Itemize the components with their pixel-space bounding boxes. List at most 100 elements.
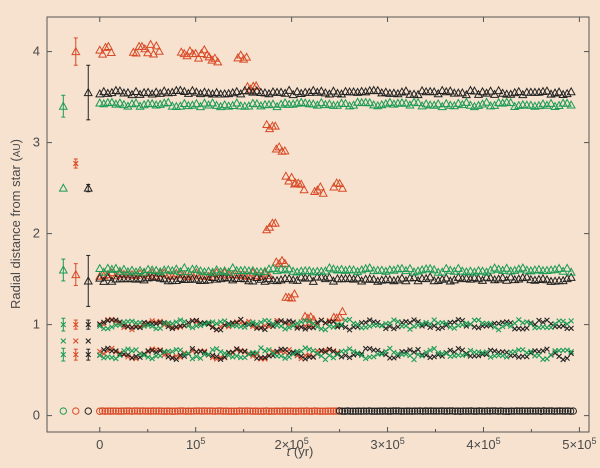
series-green-cross-point: [427, 321, 433, 327]
series-black-cross-point: [568, 350, 574, 357]
series-green-triangle-point: [175, 266, 185, 276]
series-black-circle-point: [443, 407, 451, 415]
series-black-circle-point: [362, 407, 371, 415]
series-black-circle-point: [556, 407, 564, 415]
series-black-triangle-point: [352, 273, 363, 282]
series-green-cross-point: [362, 324, 369, 331]
series-green-triangle-point: [481, 267, 492, 276]
series-green-cross-point: [137, 351, 143, 357]
series-black-cross-point: [113, 317, 119, 323]
series-black-triangle-point: [332, 273, 343, 283]
series-red-circle-point: [267, 407, 276, 415]
series-green-triangle-point: [441, 98, 451, 108]
series-black-circle-point: [464, 407, 473, 415]
series-green-cross-point: [451, 353, 458, 359]
series-green-cross-point: [431, 345, 437, 352]
series-black-triangle-point: [191, 274, 202, 283]
series-black-cross-point: [225, 320, 232, 327]
series-green-cross-point: [109, 354, 115, 361]
x-tick-label: 5×105: [562, 436, 596, 452]
series-green-cross-point: [233, 353, 240, 359]
series-black-triangle-point: [139, 275, 149, 284]
series-green-cross-point: [548, 352, 554, 358]
series-black-cross-point: [379, 350, 385, 356]
series-green-cross-point: [411, 356, 417, 363]
series-red-cross-point: [233, 319, 240, 325]
y-tick-label: 0: [33, 408, 40, 423]
series-green-triangle-point: [562, 263, 572, 272]
series-red-circle-point: [139, 407, 147, 415]
series-red-triangle-point: [332, 313, 342, 322]
series-black-cross-point: [342, 352, 349, 359]
series-green-cross-point: [133, 347, 139, 353]
series-red-triangle-point: [337, 306, 348, 315]
series-green-triangle-point: [272, 265, 282, 275]
series-green-cross-point: [270, 350, 276, 356]
series-red-circle-point: [313, 407, 322, 415]
series-black-cross-point: [193, 317, 200, 324]
series-green-cross-point: [491, 324, 498, 330]
series-red-circle-point: [160, 407, 168, 415]
series-black-cross-point: [302, 326, 309, 332]
series-red-circle-point: [130, 407, 139, 415]
series-green-triangle-point: [518, 263, 528, 272]
series-green-cross-point: [185, 323, 192, 329]
series-red-circle-point: [179, 407, 187, 415]
series-red-circle-point: [276, 407, 284, 415]
series-black-cross-point: [564, 355, 570, 362]
series-green-triangle-point: [135, 101, 145, 110]
series-black-triangle-point: [175, 273, 185, 282]
series-green-triangle-point: [155, 266, 165, 276]
series-green-triangle-point: [244, 101, 254, 110]
series-black-triangle-point: [401, 86, 411, 95]
series-green-triangle-point: [506, 97, 516, 107]
series-red-circle-point: [176, 407, 185, 415]
series-red-circle-point: [208, 407, 217, 415]
series-green-cross-point: [237, 354, 244, 361]
series-red-triangle-point: [145, 39, 156, 48]
series-black-cross-point: [560, 323, 566, 329]
series-black-triangle-point: [401, 275, 411, 285]
series-black-triangle-point: [159, 86, 169, 95]
series-green-cross-point: [387, 345, 393, 352]
series-red-circle-point: [265, 407, 273, 415]
series-green-triangle-point: [465, 100, 476, 109]
series-red-circle-point: [206, 407, 214, 415]
series-black-cross-point: [435, 351, 441, 358]
series-black-triangle-point: [485, 273, 496, 282]
series-green-cross-point: [350, 320, 357, 327]
x-tick-label: 105: [186, 436, 205, 452]
series-red-circle-point: [214, 407, 222, 415]
series-black-cross-point: [318, 317, 325, 324]
series-black-triangle-point: [445, 86, 455, 95]
series-red-circle-point: [125, 407, 134, 415]
series-green-cross-point: [362, 355, 369, 362]
series-black-circle-point: [518, 407, 526, 415]
series-black-triangle-point: [207, 89, 218, 98]
series-red-triangle-point: [334, 178, 345, 188]
series-black-cross-point: [491, 348, 498, 354]
series-black-circle-point: [429, 407, 438, 415]
series-black-circle-point: [529, 407, 537, 415]
series-black-cross-point: [137, 324, 143, 331]
series-red-cross-point: [177, 354, 184, 361]
series-red-triangle-point: [106, 47, 116, 56]
series-green-cross-point: [278, 323, 284, 329]
series-green-triangle-point: [191, 264, 202, 273]
series-green-triangle-point: [332, 100, 343, 109]
series-red-circle-point: [133, 407, 142, 415]
series-green-triangle-point: [401, 265, 411, 275]
series-green-triangle-point: [465, 266, 476, 275]
series-red-triangle-point: [277, 255, 287, 265]
series-black-circle-point: [446, 407, 454, 415]
series-black-triangle-point: [99, 276, 109, 285]
series-green-triangle-point: [397, 263, 407, 273]
series-green-cross-point: [101, 325, 107, 332]
series-green-triangle-point: [546, 98, 556, 107]
series-green-cross-point: [286, 354, 292, 360]
series-black-cross-point: [366, 317, 373, 323]
series-black-circle-point: [486, 407, 494, 415]
series-green-cross-point: [483, 349, 490, 355]
series-green-cross-point: [459, 321, 466, 328]
